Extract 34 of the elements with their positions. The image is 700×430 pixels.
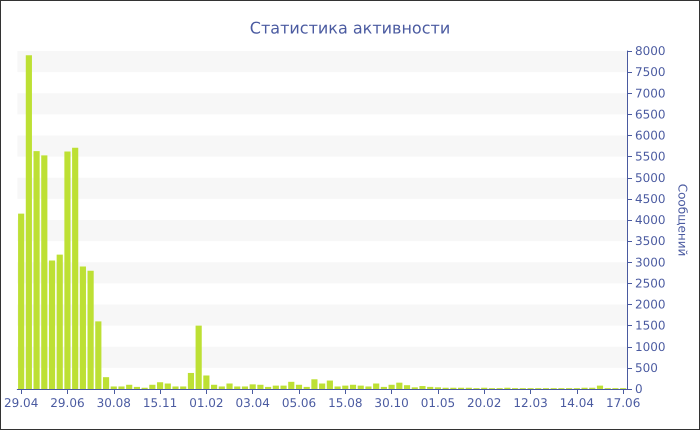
y-tick-label: 1500	[635, 318, 666, 333]
x-tick-label: 01.02	[189, 396, 224, 410]
x-tick-label: 17.06	[606, 396, 640, 410]
chart-title: Статистика активности	[250, 18, 450, 38]
y-tick-label: 7500	[635, 65, 666, 80]
x-tick-label: 30.08	[96, 396, 131, 410]
y-tick-label: 2000	[635, 298, 666, 312]
y-tick-label: 7000	[635, 86, 666, 100]
x-tick-label: 15.11	[142, 396, 178, 410]
x-tick-label: 05.06	[282, 396, 316, 410]
x-tick-label: 12.03	[513, 396, 548, 410]
x-tick-label: 29.06	[50, 396, 85, 410]
y-tick-label: 3000	[635, 255, 666, 270]
bar	[18, 214, 24, 389]
x-tick-label: 30.10	[374, 396, 409, 410]
x-tick-label: 03.04	[236, 396, 270, 410]
y-tick-label: 1000	[635, 340, 666, 354]
y-tick-label: 5000	[635, 170, 666, 185]
x-tick-label: 20.02	[467, 396, 502, 410]
y-tick-label: 6000	[635, 128, 666, 142]
y-tick-label: 2500	[635, 276, 666, 290]
y-tick-label: 4500	[635, 192, 666, 206]
y-axis-title: Сообщений	[675, 184, 690, 256]
x-tick-label: 15.08	[328, 396, 362, 410]
y-tick-label: 5500	[635, 150, 666, 164]
x-tick-label: 14.04	[560, 396, 594, 410]
y-tick-label: 500	[635, 360, 658, 375]
x-tick-label: 29.04	[4, 396, 38, 410]
y-tick-label: 6500	[635, 107, 666, 122]
x-tick-label: 01.05	[420, 396, 456, 410]
y-tick-label: 4000	[635, 213, 666, 227]
y-tick-label: 0	[635, 382, 643, 396]
y-tick-label: 8000	[635, 44, 666, 58]
y-tick-label: 3500	[635, 234, 666, 248]
